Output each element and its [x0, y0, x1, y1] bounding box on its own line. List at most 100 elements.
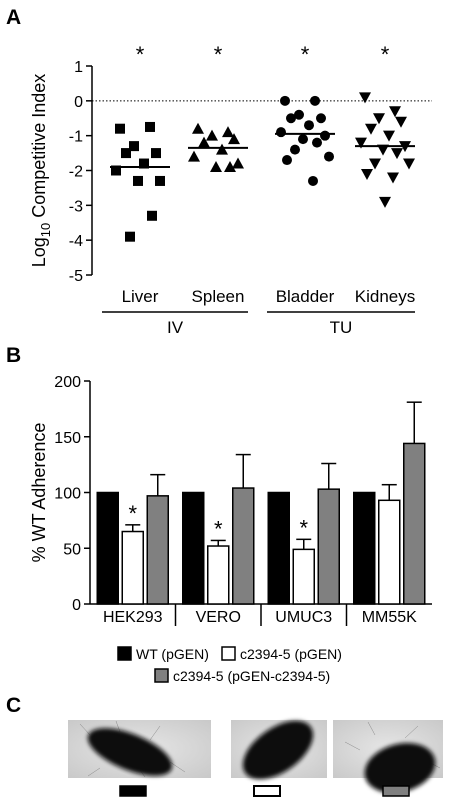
y-tick-label: 150	[54, 430, 81, 447]
bar	[232, 487, 255, 605]
point	[125, 231, 135, 242]
point	[355, 137, 367, 149]
x-tick-label: Liver	[122, 287, 159, 306]
annotation: *	[136, 42, 145, 67]
annotation: *	[299, 515, 308, 540]
micrograph	[333, 720, 443, 793]
bar	[96, 491, 119, 605]
legend-label: c2394-5 (pGEN-c2394-5)	[173, 668, 330, 684]
point	[310, 95, 320, 106]
point	[151, 148, 161, 159]
point	[276, 127, 286, 138]
x-tick-label: Spleen	[192, 287, 245, 306]
point	[316, 113, 326, 124]
point	[369, 158, 381, 170]
point	[379, 196, 391, 208]
legend-swatch	[221, 646, 236, 661]
point	[395, 116, 407, 128]
bar	[353, 491, 376, 605]
bar	[292, 548, 315, 605]
point	[224, 161, 236, 173]
y-tick-label: 0	[72, 597, 81, 614]
bar	[317, 488, 340, 605]
point	[312, 137, 322, 148]
annotation: *	[214, 42, 223, 67]
y-tick-label: 0	[74, 94, 83, 111]
micrograph	[68, 720, 211, 778]
point	[228, 133, 240, 145]
legend-swatch	[154, 668, 169, 683]
y-tick-label: 50	[63, 541, 81, 558]
micrographs	[68, 720, 443, 793]
x-tick-label: Kidneys	[355, 287, 415, 306]
point	[121, 148, 131, 159]
point	[155, 175, 165, 186]
point	[389, 106, 401, 118]
swatch	[119, 785, 147, 797]
point	[198, 136, 210, 148]
point	[145, 121, 155, 132]
point	[133, 175, 143, 186]
x-tick-label: MM55K	[362, 609, 417, 626]
bar	[378, 499, 401, 605]
group-label: IV	[167, 318, 184, 337]
legend-label: WT (pGEN)	[136, 646, 209, 662]
legend-label: c2394-5 (pGEN)	[240, 646, 342, 662]
x-tick-label: UMUC3	[275, 609, 332, 626]
point	[373, 113, 385, 125]
point	[147, 210, 157, 221]
group-label: TU	[330, 318, 353, 337]
y-axis-label: % WT Adherence	[29, 423, 49, 563]
panel-label: B	[6, 344, 21, 367]
point	[387, 172, 399, 184]
point	[403, 158, 415, 170]
point	[304, 120, 314, 131]
bar	[146, 495, 169, 605]
y-tick-label: 100	[54, 486, 81, 503]
bar	[267, 491, 290, 605]
point	[298, 134, 308, 145]
point	[232, 157, 244, 169]
bar	[207, 545, 230, 605]
point	[365, 123, 377, 135]
swatch	[253, 785, 281, 797]
y-tick-label: -2	[69, 164, 83, 181]
point	[383, 130, 395, 142]
y-tick-label: -5	[69, 268, 83, 285]
point	[320, 130, 330, 141]
point	[111, 165, 121, 176]
swatch	[382, 785, 410, 797]
micrograph	[231, 720, 327, 780]
y-axis-label-part: Competitive Index	[29, 74, 49, 223]
y-tick-label: 1	[74, 59, 83, 76]
y-axis-label-part: 10	[38, 223, 53, 237]
point	[282, 155, 292, 166]
panel-label: A	[6, 6, 21, 29]
y-tick-label: 200	[54, 374, 81, 391]
panel-label: C	[6, 694, 21, 717]
y-tick-label: -3	[69, 198, 83, 215]
point	[290, 144, 300, 155]
y-axis-label-part: Log	[29, 237, 49, 267]
point	[308, 175, 318, 186]
annotation: *	[301, 42, 310, 67]
point	[192, 122, 204, 134]
annotation: *	[128, 501, 137, 526]
point	[361, 168, 373, 180]
point	[324, 151, 334, 162]
legend-swatch	[117, 646, 132, 661]
bar	[182, 491, 205, 605]
x-tick-label: Bladder	[276, 287, 335, 306]
point	[216, 143, 228, 155]
point	[222, 126, 234, 138]
point	[286, 113, 296, 124]
bar	[121, 530, 144, 605]
point	[139, 158, 149, 169]
point	[359, 92, 371, 104]
point	[188, 150, 200, 162]
annotation: *	[381, 42, 390, 67]
point	[294, 109, 304, 120]
y-tick-label: -1	[69, 129, 83, 146]
annotation: *	[214, 516, 223, 541]
